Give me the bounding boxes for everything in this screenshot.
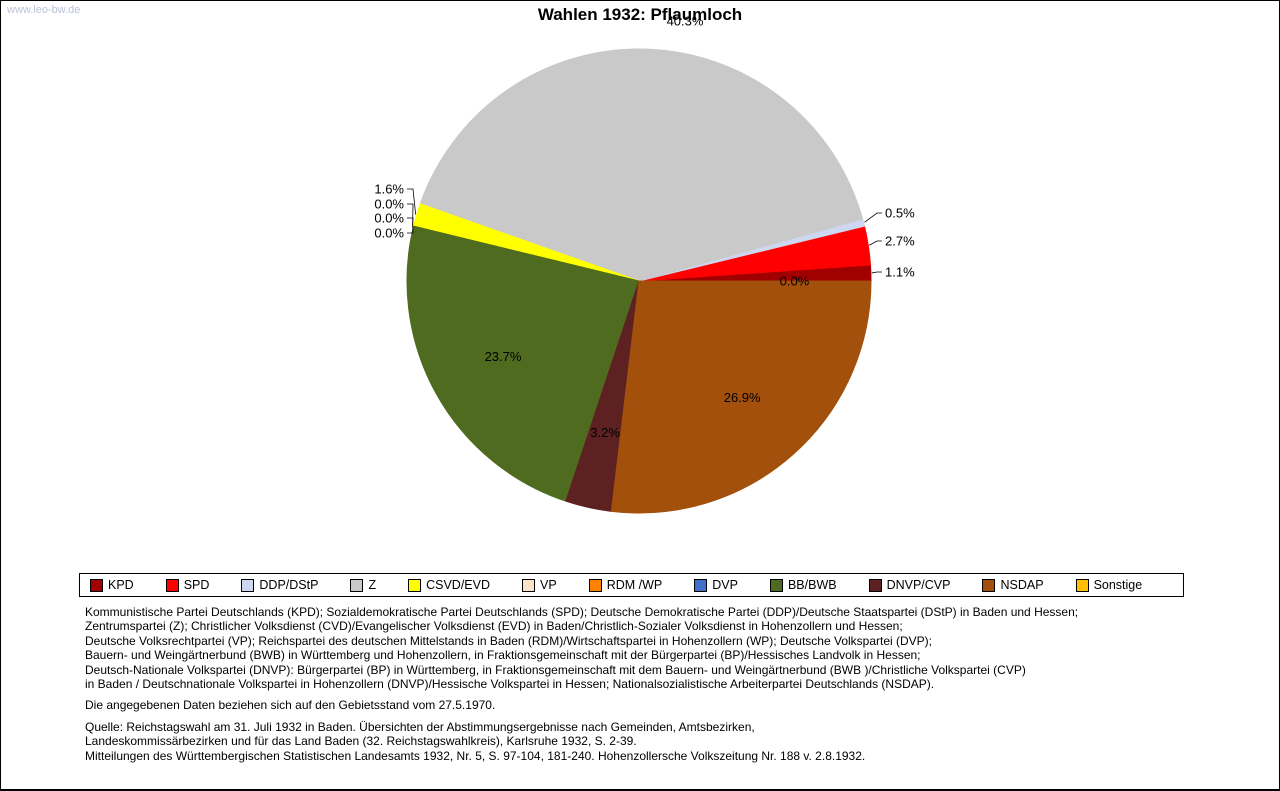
pie-percent-label-Z: 40.3% xyxy=(667,14,704,29)
legend-label: DDP/DStP xyxy=(259,578,319,592)
watermark: www.leo-bw.de xyxy=(7,4,81,16)
label-leader-line xyxy=(407,217,414,226)
pie-percent-label-SPD: 2.7% xyxy=(885,234,915,249)
legend-color-swatch xyxy=(868,578,882,592)
legend-color-swatch xyxy=(588,578,602,592)
pie-percent-label-RDM /WP: 0.0% xyxy=(374,211,404,226)
legend-label: SPD xyxy=(183,578,210,592)
party-definitions-text: Kommunistische Partei Deutschlands (KPD)… xyxy=(85,605,1079,692)
label-leader-line xyxy=(407,225,414,234)
legend-color-swatch xyxy=(769,578,783,592)
pie-percent-label-DVP: 0.0% xyxy=(374,226,404,241)
pie-chart-svg: 1.1%2.7%0.5%40.3%1.6%0.0%0.0%0.0%23.7%3.… xyxy=(374,14,915,514)
pie-slice-Z xyxy=(419,48,864,282)
legend-item-BB/BWB: BB/BWB xyxy=(769,578,837,592)
pie-percent-label-BB/BWB: 23.7% xyxy=(485,349,522,364)
legend-label: Z xyxy=(368,578,377,592)
legend-color-swatch xyxy=(165,578,179,592)
pie-percent-label-VP: 0.0% xyxy=(374,197,404,212)
legend-item-Z: Z xyxy=(350,578,376,592)
pie-percent-label-CSVD/EVD: 1.6% xyxy=(374,182,404,197)
legend-color-swatch xyxy=(350,578,364,592)
legend-label: NSDAP xyxy=(1000,578,1044,592)
legend-item-DVP: DVP xyxy=(694,578,738,592)
label-leader-line xyxy=(871,271,882,274)
pie-percent-label-NSDAP: 26.9% xyxy=(724,390,761,405)
legend-item-Sonstige: Sonstige xyxy=(1075,578,1143,592)
legend-label: KPD xyxy=(108,578,134,592)
legend-color-swatch xyxy=(982,578,996,592)
source-note-text: Quelle: Reichstagswahl am 31. Juli 1932 … xyxy=(85,719,866,763)
legend-item-DDP/DStP: DDP/DStP xyxy=(241,578,318,592)
legend-color-swatch xyxy=(522,578,535,592)
legend-label: VP xyxy=(540,578,557,592)
legend-item-CSVD/EVD: CSVD/EVD xyxy=(408,578,490,592)
legend-color-swatch xyxy=(1075,578,1089,592)
pie-slice-NSDAP xyxy=(610,280,872,514)
legend-label: DVP xyxy=(712,578,738,592)
label-leader-line xyxy=(869,240,882,246)
legend-label: DNVP/CVP xyxy=(886,578,951,592)
legend-item-RDM /WP: RDM /WP xyxy=(588,578,663,592)
legend-item-KPD: KPD xyxy=(90,578,134,592)
legend: KPD SPD DDP/DStP Z CSVD/EVD VP RDM /WP DVP BB/BW… xyxy=(79,573,1184,597)
legend-label: BB/BWB xyxy=(787,578,837,592)
label-leader-line xyxy=(407,188,417,215)
legend-item-NSDAP: NSDAP xyxy=(982,578,1044,592)
legend-color-swatch xyxy=(90,578,103,592)
pie-percent-label-KPD: 1.1% xyxy=(885,265,915,280)
legend-color-swatch xyxy=(408,578,422,592)
pie-percent-label-Sonstige: 0.0% xyxy=(780,274,810,289)
legend-label: CSVD/EVD xyxy=(426,578,490,592)
label-leader-line xyxy=(407,203,414,226)
legend-item-SPD: SPD xyxy=(165,578,210,592)
legend-color-swatch xyxy=(694,578,708,592)
pie-slice-BB/BWB xyxy=(406,225,640,502)
legend-item-VP: VP xyxy=(522,578,557,592)
legend-label: Sonstige xyxy=(1093,578,1143,592)
legend-color-swatch xyxy=(241,578,255,592)
legend-label: RDM /WP xyxy=(606,578,663,592)
pie-percent-label-DDP/DStP: 0.5% xyxy=(885,206,915,221)
pie-percent-label-DNVP/CVP: 3.2% xyxy=(590,425,620,440)
label-leader-line xyxy=(864,212,882,223)
notes: Kommunistische Partei Deutschlands (KPD)… xyxy=(85,605,1269,763)
legend-item-DNVP/CVP: DNVP/CVP xyxy=(868,578,951,592)
territorial-note-text: Die angegebenen Daten beziehen sich auf … xyxy=(85,698,496,713)
